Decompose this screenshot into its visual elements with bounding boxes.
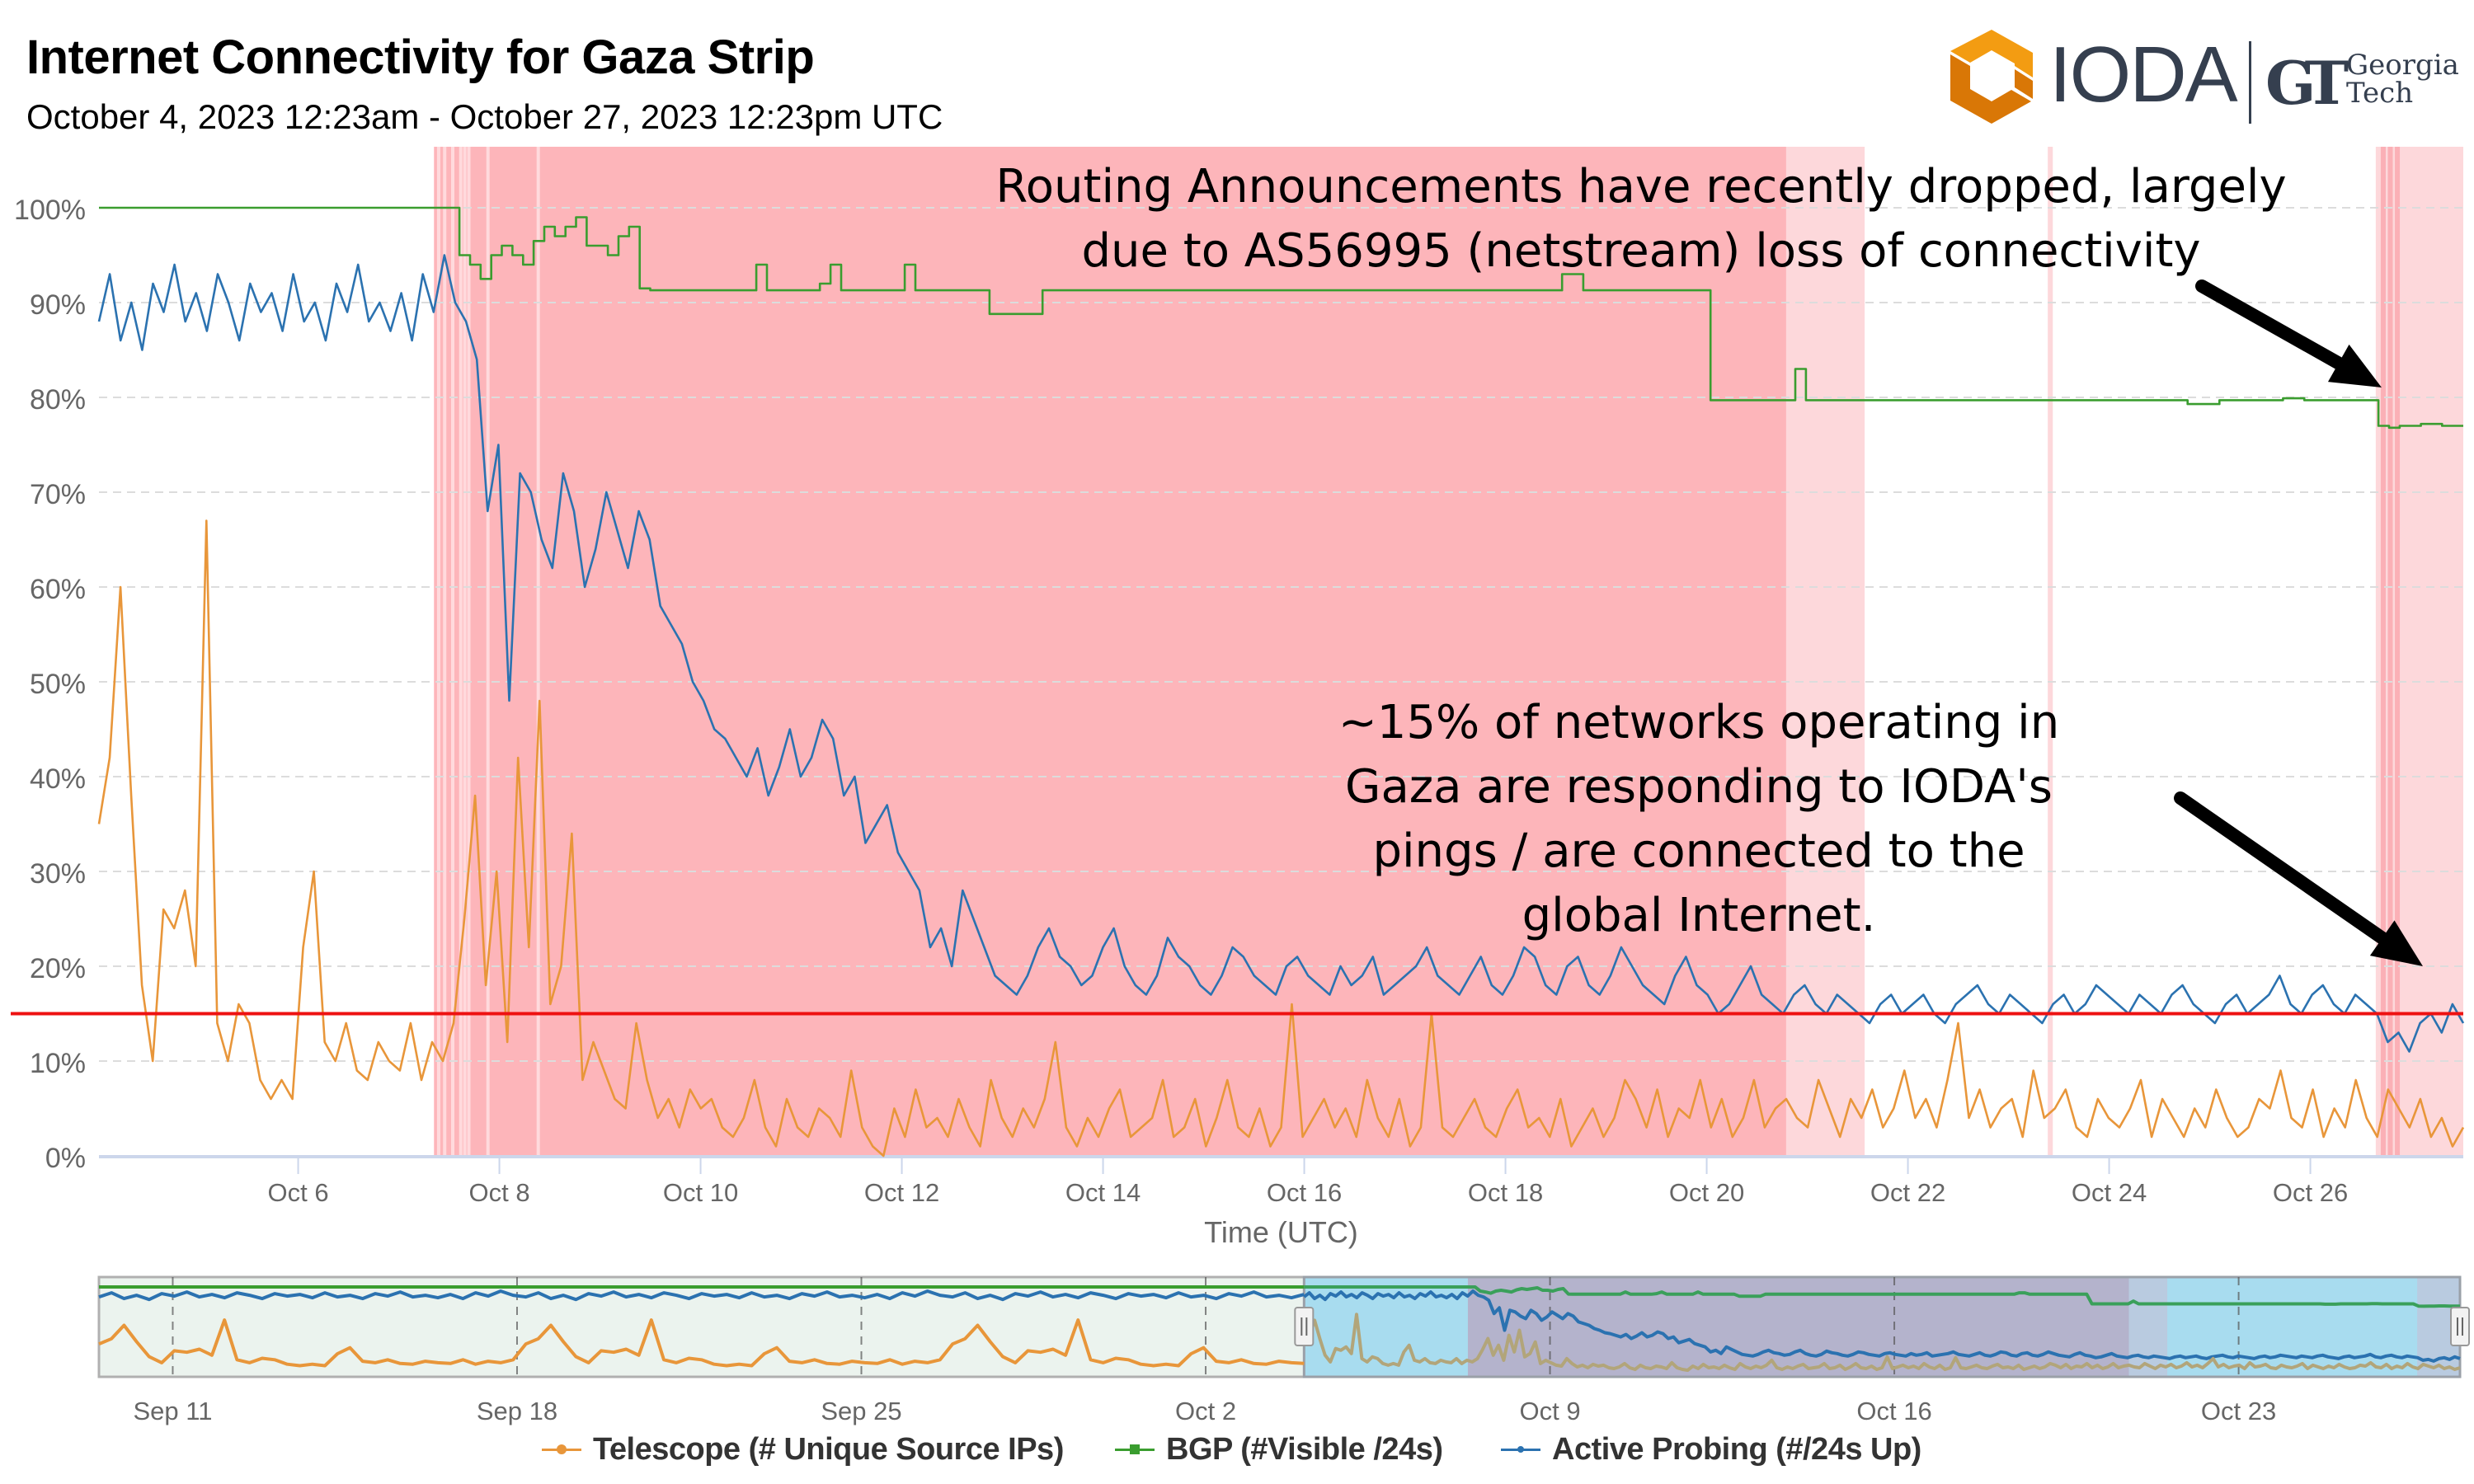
logo: IODA GT Georgia Tech: [1942, 26, 2459, 125]
band-stripe: [436, 147, 440, 1156]
navigator-telescope-line-prior: [98, 1318, 1305, 1368]
outage-band: [2048, 147, 2053, 1156]
probing-arrow-icon-shaft: [2174, 791, 2389, 945]
y-tick-label: 100%: [14, 195, 86, 226]
probing-annotation-line1: ~15% of networks operating in: [1338, 696, 2060, 749]
navigator-tick-label: Sep 18: [477, 1397, 557, 1425]
grid-lines: [99, 207, 2463, 1062]
bgp-annotation-line1: Routing Announcements have recently drop…: [995, 160, 2287, 214]
x-tick-label: Oct 8: [469, 1178, 530, 1207]
y-tick-label: 70%: [30, 479, 86, 510]
outage-band: [1785, 147, 1865, 1156]
band-stripe: [443, 147, 447, 1156]
ioda-wordmark: IODA: [2049, 31, 2238, 119]
x-tick-label: Oct 22: [1870, 1178, 1945, 1207]
bgp-arrow-icon-head: [2327, 344, 2382, 387]
y-tick-label: 30%: [30, 858, 86, 890]
georgia-tech-wordmark: Georgia Tech: [2346, 51, 2459, 107]
probing-annotation-line2: Gaza are responding to IODA's: [1345, 760, 2053, 814]
bgp-annotation-line2: due to AS56995 (netstream) loss of conne…: [1081, 224, 2201, 278]
navigator-probing-line: [1303, 1289, 2461, 1363]
y-tick-label: 60%: [30, 574, 86, 605]
probing-annotation: ~15% of networks operating in Gaza are r…: [1286, 691, 2111, 948]
annotation-arrows: [2174, 279, 2423, 966]
x-tick-label: Oct 12: [864, 1178, 939, 1207]
legend-item-telescope[interactable]: Telescope (# Unique Source IPs): [542, 1429, 1064, 1470]
legend: Telescope (# Unique Source IPs) BGP (#Vi…: [0, 1429, 2474, 1470]
ioda-logo-icon: [1950, 30, 2033, 124]
chart-title: Internet Connectivity for Gaza Strip: [26, 31, 815, 84]
probing-annotation-line3: pings / are connected to the: [1372, 824, 2025, 878]
navigator-tick-label: Oct 16: [1856, 1397, 1931, 1425]
legend-item-active-probing[interactable]: Active Probing (#/24s Up): [1501, 1429, 1921, 1470]
legend-item-bgp[interactable]: BGP (#Visible /24s): [1115, 1429, 1443, 1470]
navigator-right-handle[interactable]: [2450, 1307, 2470, 1346]
gt-line2: Tech: [2346, 77, 2414, 110]
band-stripe: [2395, 147, 2401, 1156]
georgia-tech-mark: GT: [2265, 48, 2349, 118]
y-axis: 0% 10% 20% 30% 40% 50% 60% 70% 80% 90% 100%: [14, 195, 86, 1174]
x-tick-label: Oct 14: [1065, 1178, 1141, 1207]
x-tick-label: Oct 6: [268, 1178, 329, 1207]
navigator-tick-label: Oct 2: [1175, 1397, 1236, 1425]
outage-bands: [434, 147, 2463, 1156]
navigator-telescope-line: [1302, 1313, 2461, 1372]
legend-label: Telescope (# Unique Source IPs): [593, 1431, 1064, 1467]
x-tick-label: Oct 16: [1267, 1178, 1342, 1207]
y-tick-label: 0%: [45, 1143, 86, 1174]
series-line-bgp: [99, 206, 2463, 430]
band-stripe: [463, 147, 467, 1156]
band-stripe: [486, 147, 490, 1156]
navigator-tick-label: Oct 23: [2201, 1397, 2276, 1425]
logo-separator: [2249, 41, 2251, 124]
bgp-marker-icon: [1115, 1441, 1155, 1458]
telescope-marker-icon: [542, 1441, 581, 1458]
y-tick-label: 80%: [30, 384, 86, 416]
y-tick-label: 20%: [30, 953, 86, 984]
band-stripe: [459, 147, 463, 1156]
legend-label: BGP (#Visible /24s): [1166, 1431, 1443, 1467]
probing-arrow-icon-head: [2369, 920, 2423, 966]
band-stripe: [467, 147, 471, 1156]
bgp-arrow-icon-shaft: [2195, 279, 2345, 370]
navigator-outage-band: [2128, 1277, 2168, 1377]
series-lines: [97, 206, 2465, 1158]
series-line-active: [97, 254, 2465, 1053]
y-tick-label: 50%: [30, 669, 86, 700]
navigator-bgp-line: [1304, 1285, 2460, 1308]
legend-label: Active Probing (#/24s Up): [1552, 1431, 1921, 1467]
band-stripe: [2387, 147, 2393, 1156]
y-tick-label: 10%: [30, 1048, 86, 1079]
probing-annotation-line4: global Internet.: [1522, 889, 1876, 942]
navigator-tick-label: Sep 11: [133, 1397, 212, 1425]
band-stripe: [2380, 147, 2386, 1156]
x-axis-title: Time (UTC): [1204, 1215, 1358, 1249]
x-tick-label: Oct 18: [1468, 1178, 1543, 1207]
y-tick-label: 90%: [30, 289, 86, 321]
y-tick-label: 40%: [30, 763, 86, 795]
navigator-tick-label: Oct 9: [1520, 1397, 1581, 1425]
outage-band: [434, 147, 1786, 1156]
gt-line1: Georgia: [2346, 49, 2459, 82]
band-stripe: [536, 147, 540, 1156]
x-tick-label: Oct 26: [2273, 1178, 2348, 1207]
band-stripe: [451, 147, 454, 1156]
x-axis: Oct 6 Oct 8 Oct 10 Oct 12 Oct 14 Oct 16 Oct 18…: [99, 1155, 2463, 1249]
x-tick-label: Oct 20: [1669, 1178, 1744, 1207]
x-tick-label: Oct 24: [2072, 1178, 2147, 1207]
navigator-tick-label: Sep 25: [821, 1397, 901, 1425]
x-tick-label: Oct 10: [663, 1178, 738, 1207]
chart-subtitle: October 4, 2023 12:23am - October 27, 20…: [26, 97, 943, 136]
bgp-annotation: Routing Announcements have recently drop…: [940, 155, 2342, 284]
navigator-left-handle[interactable]: [1294, 1307, 1315, 1346]
active-probing-marker-icon: [1501, 1441, 1540, 1458]
series-line-telescope: [97, 519, 2465, 1158]
navigator-probing-line-prior: [98, 1289, 1305, 1302]
navigator: Sep 11 Sep 18 Sep 25 Oct 2 Oct 9 Oct 16 Oct 23: [97, 1275, 2470, 1425]
